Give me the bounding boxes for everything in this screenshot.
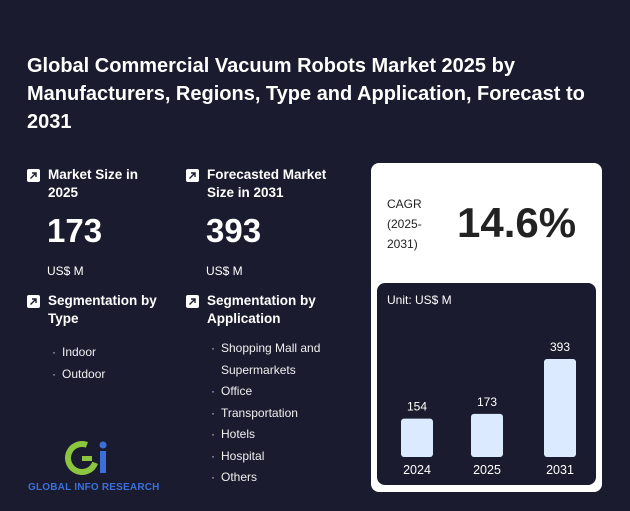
list-item: Transportation bbox=[211, 403, 341, 425]
logo-mark bbox=[65, 441, 107, 475]
cagr-value: 14.6% bbox=[457, 199, 577, 246]
market-size-unit: US$ M bbox=[47, 264, 84, 278]
data-label-2031: 393 bbox=[550, 340, 570, 354]
cagr-label: CAGR (2025-2031) bbox=[387, 197, 422, 251]
company-logo: GLOBAL INFO RESEARCH bbox=[28, 441, 160, 493]
list-item: Hospital bbox=[211, 446, 341, 468]
list-item: Hotels bbox=[211, 424, 341, 446]
forecast-size-label: Forecasted Market Size in 2031 bbox=[207, 167, 327, 200]
bar-2025 bbox=[471, 413, 503, 457]
arrow-up-right-icon bbox=[186, 169, 199, 182]
data-label-2024: 154 bbox=[407, 400, 427, 414]
data-label-2025: 173 bbox=[477, 395, 497, 409]
market-size-label: Market Size in 2025 bbox=[48, 167, 139, 200]
segmentation-application-label: Segmentation by Application bbox=[207, 293, 316, 326]
forecast-size-unit: US$ M bbox=[206, 264, 243, 278]
list-item: Office bbox=[211, 381, 341, 403]
forecast-size-stat: Forecasted Market Size in 2031 393 US$ M bbox=[186, 166, 356, 278]
logo-text: GLOBAL INFO RESEARCH bbox=[28, 482, 160, 493]
list-item: Shopping Mall and Supermarkets bbox=[211, 338, 341, 381]
arrow-up-right-icon bbox=[27, 295, 40, 308]
cagr-card: CAGR (2025-2031) 14.6% Unit: US$ M 154 20… bbox=[371, 163, 602, 492]
list-item: Others bbox=[211, 467, 341, 489]
forecast-size-value: 393 bbox=[206, 212, 262, 249]
segmentation-application: Segmentation by Application Shopping Mal… bbox=[186, 292, 356, 489]
bar-2024 bbox=[401, 418, 433, 457]
bar-chart: Unit: US$ M 154 2024 173 2025 393 2031 bbox=[377, 283, 596, 485]
bar-2031 bbox=[544, 359, 576, 457]
market-size-stat: Market Size in 2025 173 US$ M bbox=[27, 166, 177, 278]
market-size-value: 173 bbox=[47, 212, 103, 249]
segmentation-type: Segmentation by Type Indoor Outdoor bbox=[27, 292, 177, 385]
segmentation-type-label: Segmentation by Type bbox=[48, 293, 157, 326]
category-label-2025: 2025 bbox=[473, 463, 501, 477]
list-item: Indoor bbox=[52, 342, 177, 364]
bar-chart-svg: 154 2024 173 2025 393 2031 bbox=[401, 340, 576, 477]
arrow-up-right-icon bbox=[186, 295, 199, 308]
page-title: Global Commercial Vacuum Robots Market 2… bbox=[27, 55, 585, 133]
arrow-up-right-icon bbox=[27, 169, 40, 182]
category-label-2031: 2031 bbox=[546, 463, 574, 477]
list-item: Outdoor bbox=[52, 364, 177, 386]
category-label-2024: 2024 bbox=[403, 463, 431, 477]
chart-unit-label: Unit: US$ M bbox=[387, 293, 452, 307]
